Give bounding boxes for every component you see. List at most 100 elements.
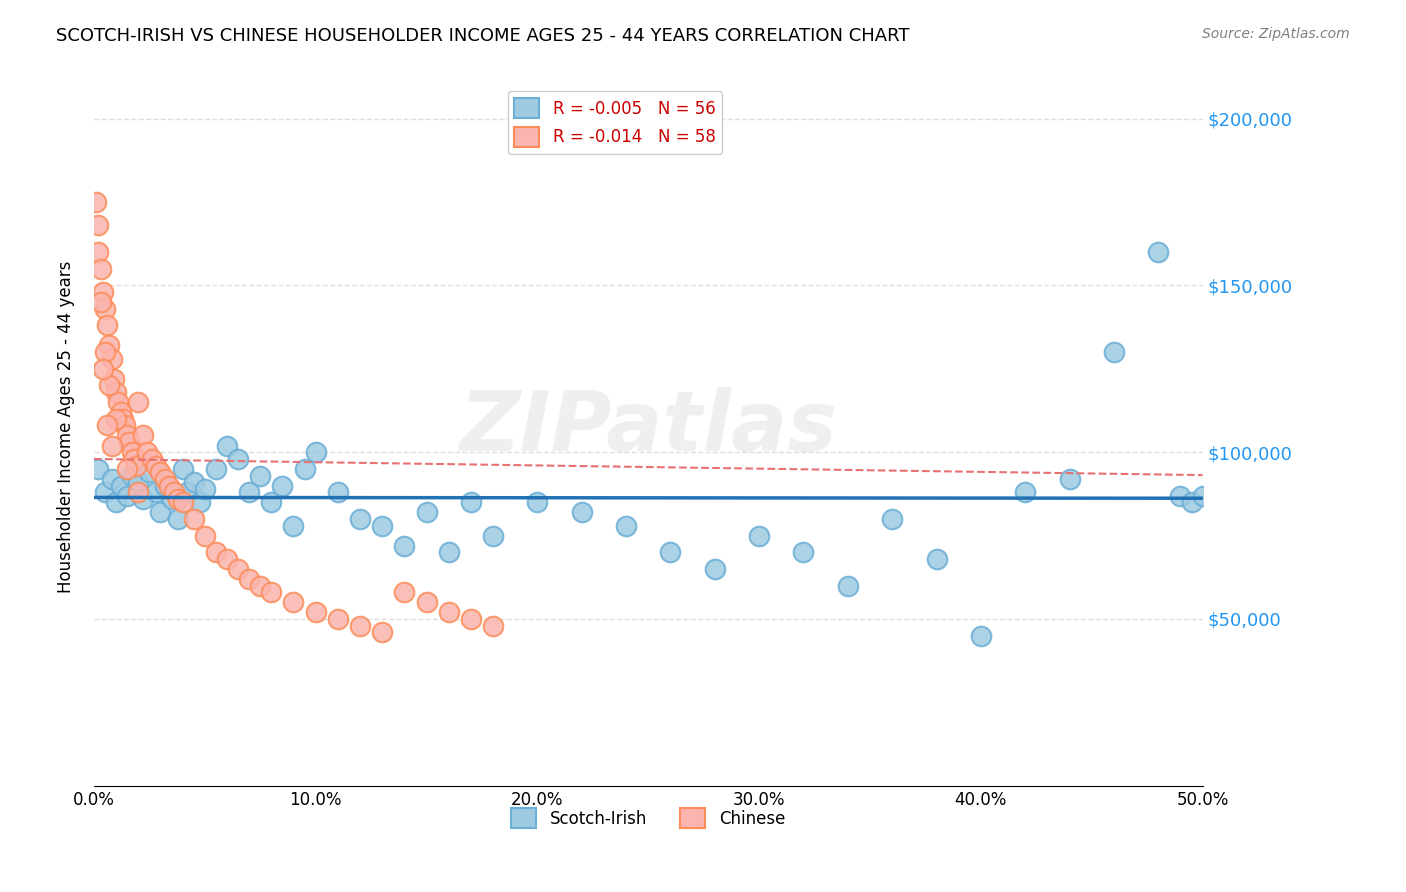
Point [1102,345,1125,359]
Point [305,445,328,459]
Point [172,462,194,476]
Point [90,261,112,276]
Point [194,482,217,496]
Point [96,418,118,433]
Point [349,512,371,526]
Point [882,512,904,526]
Point [111,412,134,426]
Point [194,528,217,542]
Point [415,505,437,519]
Point [482,618,505,632]
Point [205,545,228,559]
Point [163,485,186,500]
Point [138,465,160,479]
Point [105,385,128,400]
Point [132,491,155,506]
Point [153,472,176,486]
Point [415,595,437,609]
Point [526,495,548,509]
Point [215,438,238,452]
Point [125,458,148,473]
Point [149,465,172,479]
Legend: Scotch-Irish, Chinese: Scotch-Irish, Chinese [505,801,792,835]
Point [149,505,172,519]
Point [271,478,294,492]
Point [283,595,305,609]
Point [970,629,993,643]
Point [100,472,122,486]
Point [121,445,143,459]
Point [249,579,271,593]
Point [437,545,460,559]
Point [260,585,283,599]
Point [394,585,416,599]
Point [90,295,112,310]
Point [100,351,122,366]
Point [183,512,205,526]
Point [837,579,859,593]
Point [659,545,682,559]
Point [145,485,167,500]
Point [1191,489,1213,503]
Point [925,552,948,566]
Point [141,451,163,466]
Point [460,612,482,626]
Text: Source: ZipAtlas.com: Source: ZipAtlas.com [1202,27,1350,41]
Point [482,528,505,542]
Point [215,552,238,566]
Point [283,518,305,533]
Point [703,562,725,576]
Point [160,491,183,506]
Text: ZIPatlas: ZIPatlas [460,386,837,467]
Point [100,438,122,452]
Point [294,462,316,476]
Point [249,468,271,483]
Y-axis label: Householder Income Ages 25 - 44 years: Householder Income Ages 25 - 44 years [58,261,75,593]
Point [91,285,114,299]
Point [460,495,482,509]
Point [167,491,190,506]
Point [145,458,167,473]
Point [127,475,149,490]
Point [132,428,155,442]
Point [226,451,249,466]
Point [176,485,198,500]
Point [190,495,212,509]
Point [172,495,194,509]
Point [1170,489,1192,503]
Point [107,395,129,409]
Point [110,405,132,419]
Point [1014,485,1036,500]
Point [91,361,114,376]
Point [349,618,371,632]
Point [136,445,159,459]
Point [437,605,460,619]
Point [167,512,190,526]
Point [571,505,593,519]
Point [326,612,349,626]
Point [394,539,416,553]
Point [87,219,110,233]
Point [96,318,118,333]
Point [114,418,136,433]
Point [326,485,349,500]
Point [121,468,143,483]
Point [122,451,145,466]
Point [115,462,138,476]
Text: SCOTCH-IRISH VS CHINESE HOUSEHOLDER INCOME AGES 25 - 44 YEARS CORRELATION CHART: SCOTCH-IRISH VS CHINESE HOUSEHOLDER INCO… [56,27,910,45]
Point [371,518,394,533]
Point [305,605,328,619]
Point [371,625,394,640]
Point [110,478,132,492]
Point [614,518,637,533]
Point [226,562,249,576]
Point [792,545,814,559]
Point [127,395,149,409]
Point [105,412,128,426]
Point [87,245,110,260]
Point [1180,495,1202,509]
Point [183,475,205,490]
Point [94,301,117,316]
Point [260,495,283,509]
Point [1147,245,1170,260]
